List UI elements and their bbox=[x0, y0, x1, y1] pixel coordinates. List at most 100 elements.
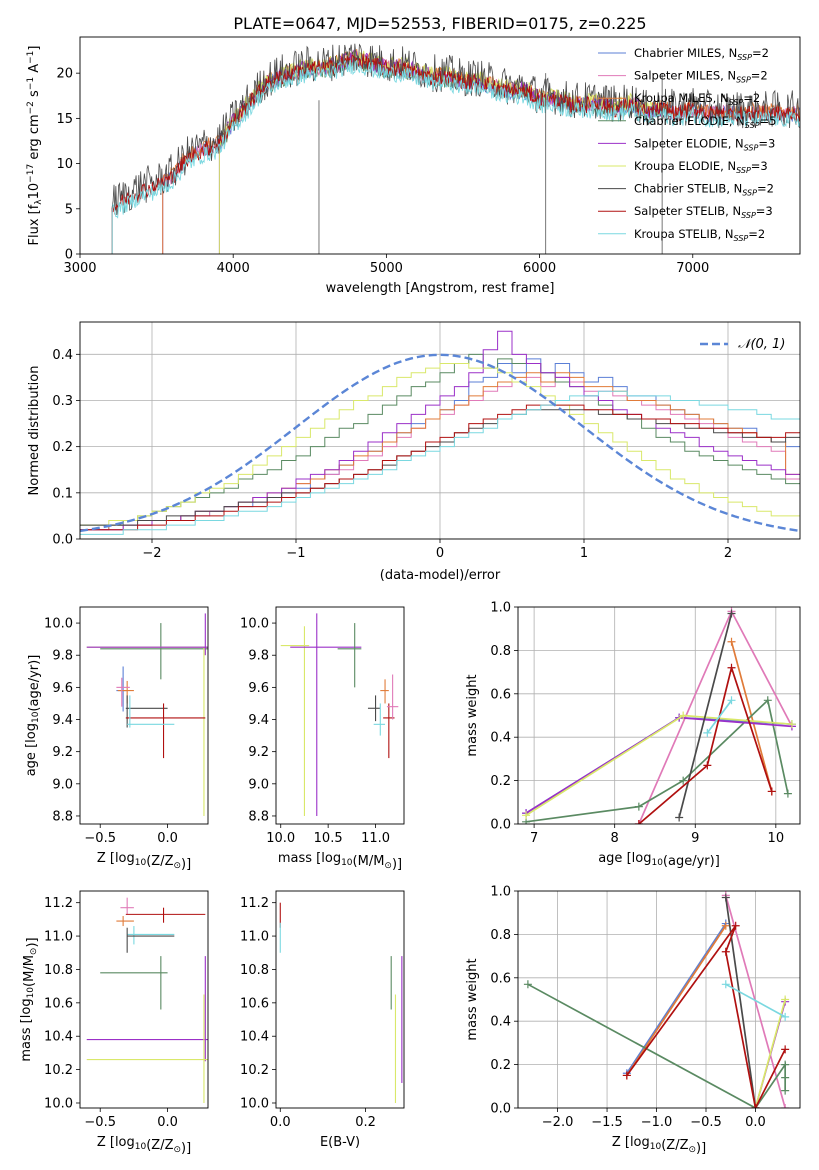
errorbar-chabrier-elodie bbox=[100, 956, 168, 1010]
y-tick-label: 9.4 bbox=[248, 713, 269, 728]
marker bbox=[727, 637, 736, 646]
marker bbox=[721, 947, 730, 956]
y-tick-label: 0.4 bbox=[52, 348, 73, 363]
marker bbox=[781, 1045, 790, 1054]
y-tick-label: 9.8 bbox=[52, 649, 73, 664]
legend-entry: Salpeter MILES, NSSP=2 bbox=[634, 69, 768, 85]
y-tick-label: 9.6 bbox=[52, 681, 73, 696]
marker bbox=[523, 980, 532, 989]
marker bbox=[703, 761, 712, 770]
chart-spectrum: 3000 4000 5000 6000 7000 0 5 10 15 20 wavelength [… bbox=[26, 36, 801, 296]
legend-entry: Salpeter STELIB, NSSP=3 bbox=[634, 204, 773, 220]
marker bbox=[781, 1073, 790, 1082]
x-axis-label: Z [log10(Z/Z⊙)] bbox=[97, 851, 191, 872]
marker bbox=[781, 1104, 790, 1108]
x-axis-label: Z [log10(Z/Z⊙)] bbox=[97, 1135, 191, 1156]
x-tick-label: 0.0 bbox=[745, 1115, 766, 1130]
axes-frame bbox=[517, 890, 801, 1109]
axes-frame bbox=[275, 606, 405, 825]
axes-frame bbox=[275, 890, 405, 1109]
y-tick-label: 10.6 bbox=[44, 996, 73, 1011]
x-tick-label: 9 bbox=[691, 831, 699, 846]
y-tick-label: 9.8 bbox=[248, 649, 269, 664]
spectrum-line bbox=[111, 43, 800, 254]
y-tick-label: 11.0 bbox=[44, 930, 73, 945]
marker bbox=[731, 921, 740, 930]
errorbar-kroupa-elodie bbox=[280, 626, 310, 816]
x-axis-label: (data-model)/error bbox=[380, 568, 501, 583]
y-tick-label: 10.8 bbox=[44, 963, 73, 978]
x-tick-label: 8 bbox=[611, 831, 619, 846]
plot-area bbox=[86, 613, 208, 816]
y-tick-label: 9.0 bbox=[52, 777, 73, 792]
errorbar-salpeter-miles bbox=[386, 674, 399, 720]
errorbar-kroupa-elodie bbox=[86, 646, 208, 816]
x-tick-label: −0.5 bbox=[84, 831, 116, 846]
errorbar-kroupa-miles bbox=[380, 679, 389, 704]
errorbar-chabrier-stelib bbox=[126, 927, 175, 953]
plot-area bbox=[518, 891, 800, 1108]
marker bbox=[763, 696, 772, 705]
y-tick-label: 0.2 bbox=[490, 774, 511, 789]
legend-entry: Kroupa MILES, NSSP=2 bbox=[634, 91, 760, 107]
line-chabrier-miles bbox=[626, 923, 727, 1074]
y-tick-label: 0.3 bbox=[52, 394, 73, 409]
x-axis-label: E(B-V) bbox=[320, 1135, 360, 1150]
figure-title: PLATE=0647, MJD=52553, FIBERID=0175, z=0… bbox=[233, 14, 646, 33]
y-tick-label: 0.8 bbox=[490, 928, 511, 943]
errorbar-chabrier-stelib bbox=[367, 695, 381, 722]
marker bbox=[703, 728, 712, 737]
line-kroupa-stelib bbox=[706, 699, 733, 734]
plot-area bbox=[111, 43, 800, 254]
legend-entry: Chabrier MILES, NSSP=2 bbox=[634, 46, 769, 62]
errorbar-kroupa-miles bbox=[116, 916, 134, 927]
x-tick-label: 4000 bbox=[217, 261, 250, 276]
y-tick-label: 0.0 bbox=[490, 1102, 511, 1117]
errorbar-kroupa-stelib bbox=[373, 703, 386, 736]
y-axis-label: Flux [fλ10−17 erg cm−2 s−1 A−1] bbox=[26, 46, 44, 246]
y-axis-label: Normed distribution bbox=[27, 366, 42, 496]
axes-frame bbox=[79, 36, 801, 255]
x-tick-label: 7 bbox=[530, 831, 538, 846]
marker bbox=[634, 802, 643, 811]
marker bbox=[675, 813, 684, 822]
y-tick-label: 0.2 bbox=[490, 1058, 511, 1073]
y-tick-label: 5 bbox=[65, 202, 73, 217]
marker bbox=[721, 980, 730, 989]
x-tick-label: 1 bbox=[580, 546, 588, 561]
x-tick-label: −0.5 bbox=[690, 1115, 722, 1130]
plot-area bbox=[86, 897, 208, 1103]
y-tick-label: 0.0 bbox=[490, 818, 511, 833]
legend-entry: Chabrier ELODIE, NSSP=5 bbox=[634, 114, 776, 130]
marker bbox=[622, 1071, 631, 1080]
marker bbox=[721, 893, 730, 902]
marker bbox=[767, 787, 776, 796]
y-tick-label: 10.0 bbox=[44, 1096, 73, 1111]
x-axis-label: wavelength [Angstrom, rest frame] bbox=[326, 281, 555, 296]
histogram-salpeter-stelib bbox=[80, 404, 800, 531]
line-kroupa-stelib bbox=[725, 983, 786, 1018]
x-tick-label: −1.5 bbox=[591, 1115, 623, 1130]
plot-area bbox=[80, 322, 800, 539]
histogram-kroupa-stelib bbox=[80, 390, 800, 535]
x-tick-label: 10.0 bbox=[266, 831, 295, 846]
y-tick-label: 0.1 bbox=[52, 486, 73, 501]
legend-entry: Salpeter ELODIE, NSSP=3 bbox=[634, 136, 775, 152]
marker bbox=[727, 663, 736, 672]
line-chabrier-stelib bbox=[724, 897, 757, 1108]
plot-area bbox=[279, 902, 403, 1103]
y-tick-label: 9.6 bbox=[248, 681, 269, 696]
marker bbox=[721, 921, 730, 930]
errorbar-salpeter-elodie bbox=[290, 613, 362, 816]
errorbar-salpeter-miles bbox=[120, 897, 134, 915]
line-kroupa-elodie bbox=[754, 999, 786, 1108]
y-tick-label: 8.8 bbox=[52, 809, 73, 824]
y-tick-label: 0 bbox=[65, 248, 73, 263]
marker bbox=[727, 609, 736, 618]
y-tick-label: 15 bbox=[56, 112, 73, 127]
line-salpeter-stelib bbox=[638, 664, 773, 824]
y-axis-label: mass weight bbox=[465, 674, 480, 756]
axes-frame bbox=[79, 890, 209, 1109]
x-tick-label: 10.5 bbox=[314, 831, 343, 846]
